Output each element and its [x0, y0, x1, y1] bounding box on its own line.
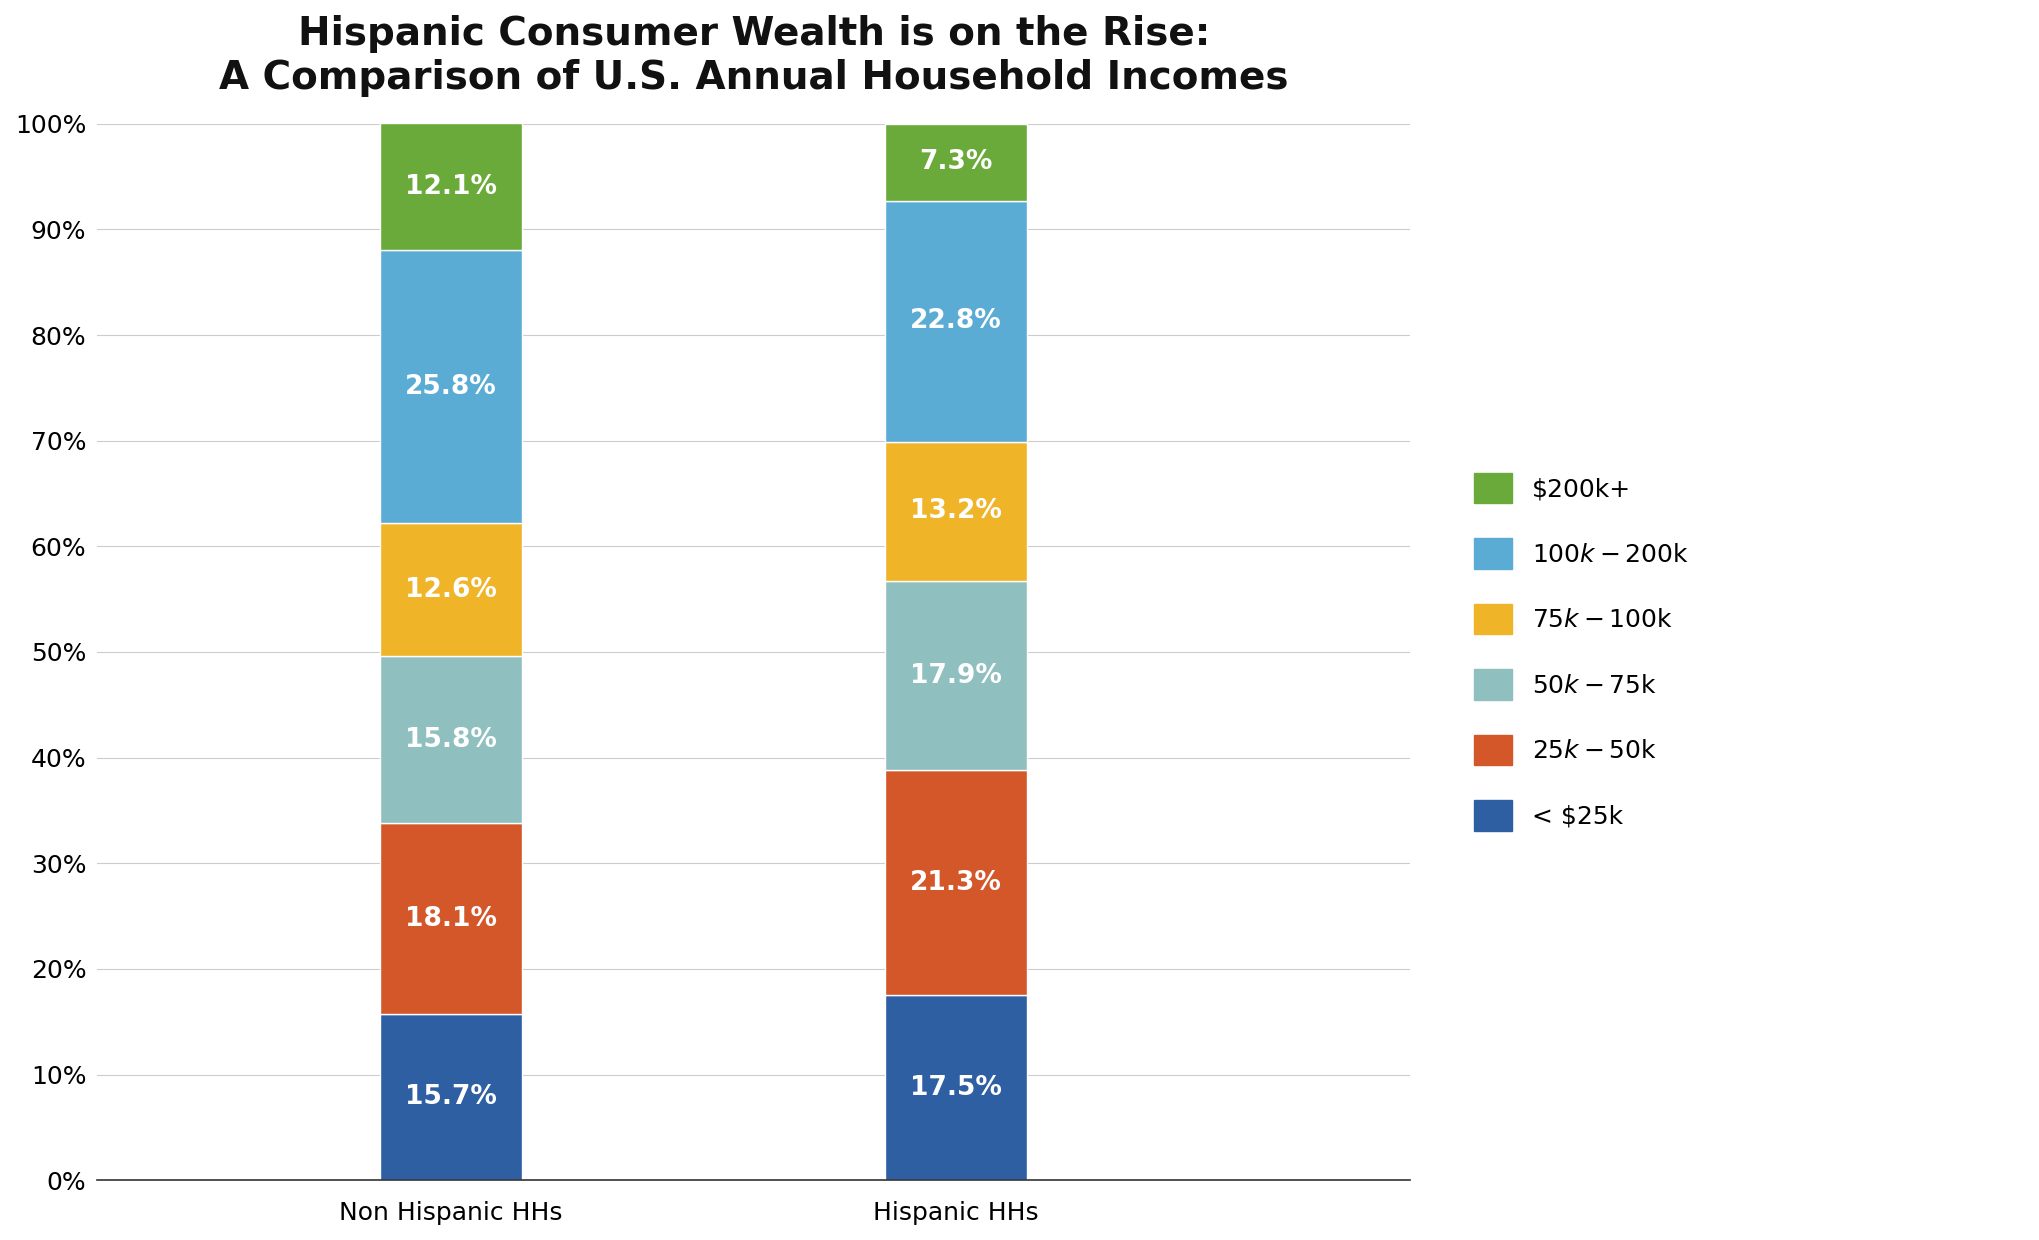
Bar	[885, 124, 1026, 201]
Bar	[885, 770, 1026, 996]
Text: 17.5%: 17.5%	[909, 1075, 1001, 1101]
Bar	[379, 123, 522, 250]
Text: 21.3%: 21.3%	[909, 869, 1001, 895]
Text: 25.8%: 25.8%	[406, 373, 498, 399]
Legend: $200k+, $100k - $200k, $75k - $100k, $50k - $75k, $25k - $50k, < $25k: $200k+, $100k - $200k, $75k - $100k, $50…	[1448, 448, 1713, 856]
Text: 22.8%: 22.8%	[909, 309, 1001, 335]
Text: 12.1%: 12.1%	[406, 174, 498, 200]
Text: 13.2%: 13.2%	[909, 498, 1001, 525]
Bar	[885, 441, 1026, 582]
Bar	[379, 1014, 522, 1180]
Text: 15.7%: 15.7%	[406, 1084, 498, 1110]
Bar	[885, 996, 1026, 1180]
Text: 18.1%: 18.1%	[406, 905, 498, 931]
Bar	[885, 201, 1026, 441]
Bar	[379, 656, 522, 823]
Bar	[885, 582, 1026, 770]
Text: 7.3%: 7.3%	[920, 149, 993, 175]
Bar	[379, 823, 522, 1014]
Text: 17.9%: 17.9%	[909, 662, 1001, 688]
Text: 12.6%: 12.6%	[406, 577, 498, 603]
Title: Hispanic Consumer Wealth is on the Rise:
A Comparison of U.S. Annual Household I: Hispanic Consumer Wealth is on the Rise:…	[218, 15, 1289, 97]
Bar	[379, 523, 522, 656]
Text: 15.8%: 15.8%	[406, 727, 498, 753]
Bar	[379, 250, 522, 523]
